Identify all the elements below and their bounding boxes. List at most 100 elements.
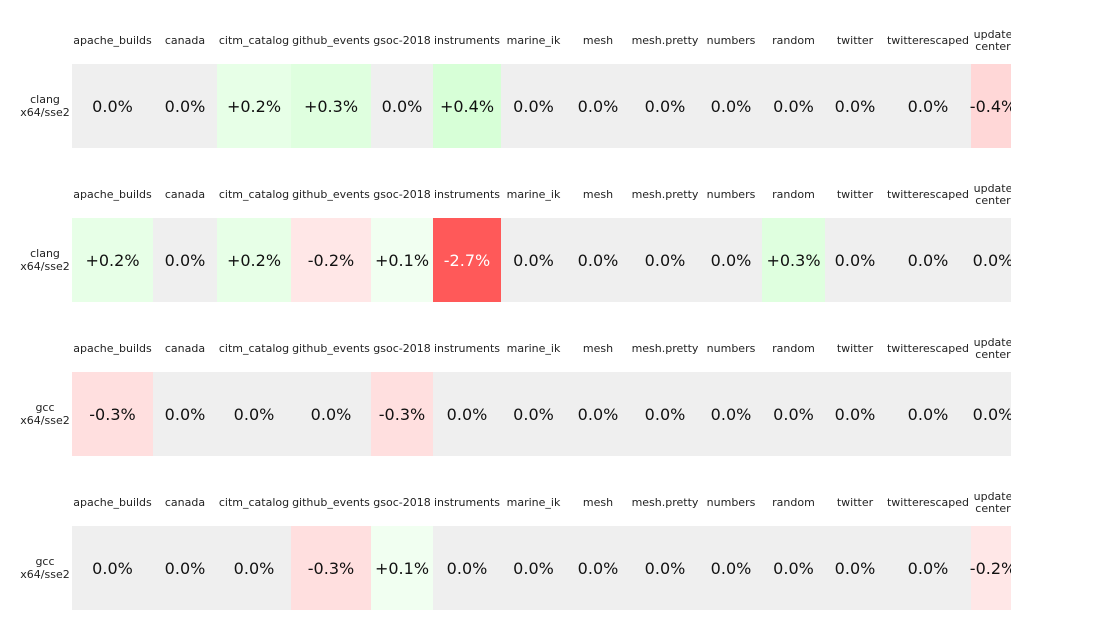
cell-label: 0.0%: [577, 558, 619, 578]
column-header: numbers: [706, 188, 756, 201]
cell-label: 0.0%: [577, 250, 619, 270]
heat-cell: 0.0%: [566, 218, 630, 302]
cell-label: -0.4%: [969, 96, 1011, 116]
cell-label: 0.0%: [907, 558, 949, 578]
cell-label: 0.0%: [773, 404, 814, 424]
column-header: instruments: [433, 188, 501, 201]
cell-label: +0.2%: [85, 250, 140, 270]
cell-label: 0.0%: [710, 250, 752, 270]
heat-cell: 0.0%: [153, 64, 217, 148]
column-header: twitterescaped: [886, 496, 970, 509]
cell-label: 0.0%: [513, 558, 554, 578]
heat-cell: -0.4%: [969, 64, 1011, 148]
heat-cell: 0.0%: [825, 64, 885, 148]
column-header: twitterescaped: [886, 342, 970, 355]
heat-cell: +0.3%: [291, 64, 371, 148]
column-header: gsoc-2018: [373, 496, 431, 509]
column-header: citm_catalog: [218, 34, 290, 47]
cell-label: 0.0%: [972, 404, 1011, 424]
heat-cell: 0.0%: [630, 372, 700, 456]
heat-cell: -0.2%: [291, 218, 371, 302]
heat-cell: 0.0%: [825, 372, 885, 456]
column-header: gsoc-2018: [373, 342, 431, 355]
cell-label: 0.0%: [310, 404, 352, 424]
heat-cell: -0.3%: [371, 372, 433, 456]
column-header: canada: [164, 34, 206, 47]
heat-cell: 0.0%: [433, 526, 501, 610]
column-header: update center: [973, 28, 1011, 53]
cell-label: 0.0%: [92, 96, 133, 116]
column-header: mesh.pretty: [631, 496, 699, 509]
heat-cell: 0.0%: [630, 526, 700, 610]
column-header: random: [772, 188, 815, 201]
column-header: mesh: [582, 188, 614, 201]
cell-label: +0.2%: [226, 250, 282, 270]
cell-label: 0.0%: [834, 250, 876, 270]
heat-cell: 0.0%: [153, 526, 217, 610]
cell-label: -0.2%: [969, 558, 1011, 578]
cell-label: 0.0%: [644, 558, 686, 578]
cell-label: 0.0%: [92, 558, 133, 578]
heat-cell: 0.0%: [700, 526, 762, 610]
cell-label: 0.0%: [907, 404, 949, 424]
column-header: github_events: [292, 342, 370, 355]
column-header: marine_ik: [506, 188, 561, 201]
heat-cell: 0.0%: [700, 218, 762, 302]
cell-label: -0.3%: [89, 404, 136, 424]
cell-label: 0.0%: [164, 558, 206, 578]
column-header: numbers: [706, 342, 756, 355]
heat-cell: +0.1%: [371, 526, 433, 610]
column-header: mesh: [582, 496, 614, 509]
cell-label: -2.7%: [443, 250, 491, 270]
cell-label: 0.0%: [381, 96, 423, 116]
cell-label: +0.3%: [303, 96, 359, 116]
column-header: update center: [973, 336, 1011, 361]
row-label: clang x64/sse2: [20, 93, 70, 119]
column-header: mesh: [582, 34, 614, 47]
cell-label: +0.4%: [439, 96, 495, 116]
heatmap-panel: gcc x64/sse2 apache_builds -0.3% canada 0.0%…: [0, 308, 1011, 458]
column-header: apache_builds: [73, 342, 152, 355]
cell-label: 0.0%: [710, 404, 752, 424]
column-header: marine_ik: [506, 342, 561, 355]
column-header: twitterescaped: [886, 34, 970, 47]
heat-cell: +0.2%: [217, 218, 291, 302]
column-header: mesh: [582, 342, 614, 355]
cell-label: 0.0%: [907, 96, 949, 116]
cell-label: 0.0%: [710, 558, 752, 578]
column-header: gsoc-2018: [373, 188, 431, 201]
row-label: gcc x64/sse2: [20, 401, 70, 427]
heat-cell: +0.3%: [762, 218, 825, 302]
column-header: citm_catalog: [218, 342, 290, 355]
cell-label: 0.0%: [773, 558, 814, 578]
column-header: numbers: [706, 496, 756, 509]
column-header: twitterescaped: [886, 188, 970, 201]
cell-label: 0.0%: [834, 404, 876, 424]
heat-cell: 0.0%: [433, 372, 501, 456]
heat-cell: -0.2%: [969, 526, 1011, 610]
column-header: random: [772, 34, 815, 47]
cell-label: 0.0%: [834, 558, 876, 578]
column-header: twitter: [836, 188, 874, 201]
cell-label: 0.0%: [233, 558, 275, 578]
heat-cell: -0.3%: [291, 526, 371, 610]
heat-cell: 0.0%: [762, 526, 825, 610]
heat-cell: 0.0%: [501, 64, 566, 148]
heat-cell: 0.0%: [371, 64, 433, 148]
column-header: mesh.pretty: [631, 188, 699, 201]
heat-cell: +0.2%: [217, 64, 291, 148]
heat-cell: 0.0%: [501, 218, 566, 302]
column-header: marine_ik: [506, 34, 561, 47]
heat-cell: 0.0%: [825, 218, 885, 302]
column-header: canada: [164, 188, 206, 201]
cell-label: 0.0%: [164, 404, 206, 424]
heat-cell: 0.0%: [217, 372, 291, 456]
heat-cell: -2.7%: [433, 218, 501, 302]
heat-cell: 0.0%: [762, 64, 825, 148]
heat-cell: 0.0%: [971, 218, 1011, 302]
column-header: twitter: [836, 34, 874, 47]
cell-label: 0.0%: [773, 96, 814, 116]
heat-cell: 0.0%: [630, 64, 700, 148]
cell-label: 0.0%: [446, 404, 488, 424]
heat-cell: +0.4%: [433, 64, 501, 148]
